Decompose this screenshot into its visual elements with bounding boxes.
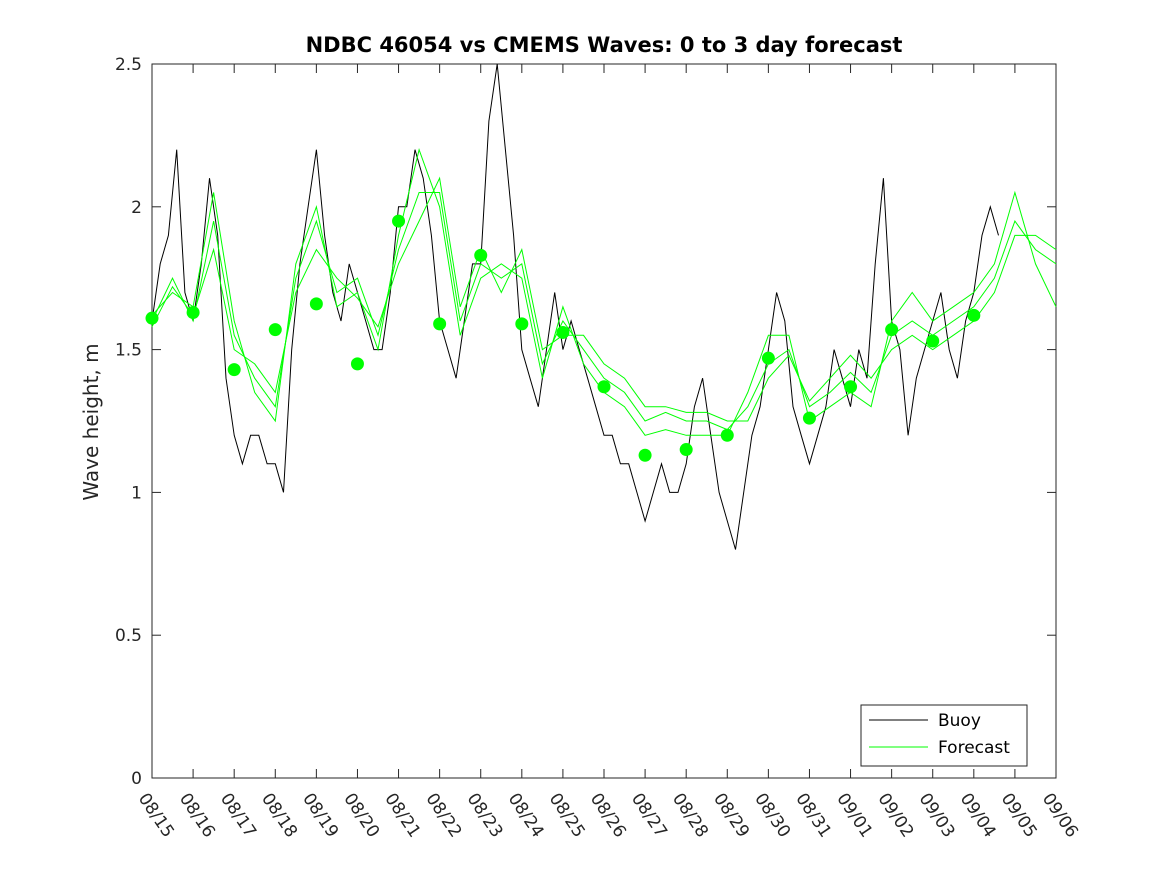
- forecast-marker: [186, 305, 200, 319]
- axes-box: [151, 63, 1057, 779]
- x-tick-label: 08/23: [463, 790, 507, 842]
- forecast-marker: [967, 308, 981, 322]
- x-tick-label: 08/20: [339, 790, 383, 842]
- y-tick-label: 0.5: [115, 626, 142, 646]
- x-tick-label: 09/03: [915, 790, 959, 842]
- forecast-marker: [597, 380, 611, 394]
- x-tick-label: 08/24: [504, 790, 548, 842]
- x-tick-label: 08/28: [668, 790, 712, 842]
- x-tick-label: 08/31: [791, 790, 835, 842]
- y-axis-label: Wave height, m: [79, 343, 103, 500]
- x-tick-label: 08/26: [586, 790, 630, 842]
- forecast-marker: [145, 311, 159, 325]
- legend-forecast-label: Forecast: [938, 738, 1010, 758]
- x-tick-label: 08/29: [709, 790, 753, 842]
- forecast-marker: [474, 248, 488, 262]
- legend-box: [860, 704, 1028, 767]
- legend: Buoy Forecast: [860, 704, 1028, 767]
- y-tick-label: 2: [131, 198, 142, 218]
- x-tick-label: 08/27: [627, 790, 671, 842]
- x-tick-label: 09/06: [1038, 790, 1082, 842]
- legend-buoy-label: Buoy: [938, 711, 981, 731]
- forecast-marker: [761, 351, 775, 365]
- forecast-marker: [556, 325, 570, 339]
- x-tick-label: 08/21: [380, 790, 424, 842]
- forecast-line: [151, 192, 1057, 431]
- forecast-marker: [515, 317, 529, 331]
- forecast-marker: [802, 411, 816, 425]
- forecast-marker: [227, 363, 241, 377]
- x-tick-label: 08/15: [134, 790, 178, 842]
- x-tick-label: 08/30: [750, 790, 794, 842]
- y-tick-label: 1: [131, 483, 142, 503]
- chart-title: NDBC 46054 vs CMEMS Waves: 0 to 3 day fo…: [306, 33, 903, 57]
- x-tick-label: 08/17: [216, 790, 260, 842]
- x-tick-label: 08/16: [175, 790, 219, 842]
- y-tick-label: 0: [131, 769, 142, 789]
- y-tick-label: 2.5: [115, 55, 142, 75]
- x-tick-label: 08/25: [545, 790, 589, 842]
- x-tick-label: 09/02: [873, 790, 917, 842]
- forecast-marker: [844, 380, 858, 394]
- forecast-marker: [926, 334, 940, 348]
- forecast-marker: [679, 443, 693, 457]
- forecast-marker: [720, 428, 734, 442]
- plot-area: 00.511.522.508/1508/1608/1708/1808/1908/…: [115, 55, 1082, 841]
- x-tick-label: 08/19: [298, 790, 342, 842]
- forecast-marker: [885, 323, 899, 337]
- x-tick-label: 08/18: [257, 790, 301, 842]
- x-tick-label: 08/22: [421, 790, 465, 842]
- forecast-marker: [309, 297, 323, 311]
- x-tick-label: 09/04: [956, 790, 1000, 842]
- forecast-line: [151, 176, 1057, 422]
- forecast-marker: [268, 323, 282, 337]
- x-tick-label: 09/01: [832, 790, 876, 842]
- forecast-marker: [638, 448, 652, 462]
- y-tick-label: 1.5: [115, 341, 142, 361]
- forecast-marker: [350, 357, 364, 371]
- x-tick-label: 09/05: [997, 790, 1041, 842]
- forecast-marker: [433, 317, 447, 331]
- forecast-marker: [392, 214, 406, 228]
